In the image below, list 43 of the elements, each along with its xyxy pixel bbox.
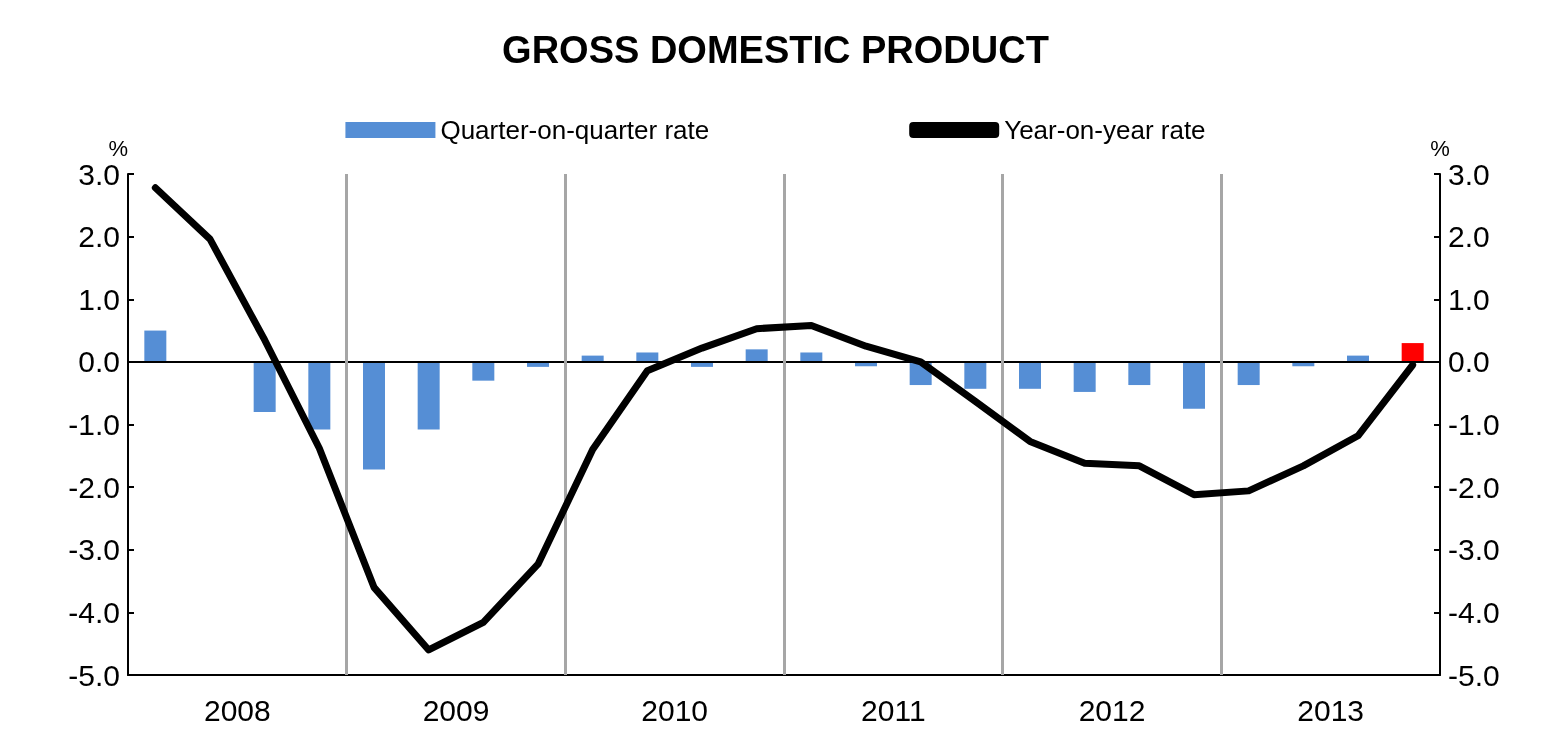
bar: [308, 361, 331, 430]
legend-label: Quarter-on-quarter rate: [440, 115, 710, 145]
bar: [800, 352, 823, 362]
y-tick-label: 0.0: [78, 345, 120, 379]
y-tick-label: -5.0: [68, 658, 120, 692]
bar: [1073, 361, 1096, 392]
bar: [1019, 361, 1041, 389]
bar: [964, 361, 987, 389]
chart-title: GROSS DOMESTIC PRODUCT: [502, 29, 1049, 71]
bar: [636, 352, 659, 362]
bar: [1183, 361, 1205, 409]
y2-axis-title: %: [1430, 135, 1450, 161]
bar: [363, 361, 385, 470]
legend-label: Year-on-year rate: [1004, 115, 1206, 145]
y-tick-label: 1.0: [78, 282, 120, 316]
bar: [472, 361, 495, 381]
y-tick-label: -4.0: [68, 595, 120, 629]
x-tick-label: 2012: [1078, 693, 1146, 727]
y2-tick-label: -3.0: [1448, 533, 1500, 567]
bar: [253, 361, 276, 412]
bar: [1237, 361, 1260, 386]
y2-tick-label: 3.0: [1448, 157, 1490, 191]
x-tick-label: 2008: [203, 693, 271, 727]
y2-tick-label: 2.0: [1448, 220, 1490, 254]
bar: [745, 349, 768, 362]
bar: [417, 361, 440, 430]
y-tick-label: -2.0: [68, 470, 120, 504]
y2-tick-label: -5.0: [1448, 658, 1500, 692]
y2-tick-label: -1.0: [1448, 408, 1500, 441]
bar: [1401, 343, 1424, 362]
bar: [1128, 361, 1151, 386]
y-tick-label: -3.0: [68, 533, 120, 567]
y2-tick-label: -2.0: [1448, 470, 1500, 504]
y2-tick-label: 0.0: [1448, 345, 1490, 379]
y-tick-label: -1.0: [68, 408, 120, 441]
y2-tick-label: 1.0: [1448, 282, 1490, 316]
x-tick-label: 2013: [1297, 693, 1365, 727]
x-tick-label: 2010: [641, 693, 709, 727]
x-tick-label: 2009: [422, 693, 490, 727]
y2-tick-label: -4.0: [1448, 595, 1500, 629]
x-tick-label: 2011: [861, 693, 926, 727]
y-tick-label: 2.0: [78, 220, 120, 254]
bar: [144, 330, 167, 362]
